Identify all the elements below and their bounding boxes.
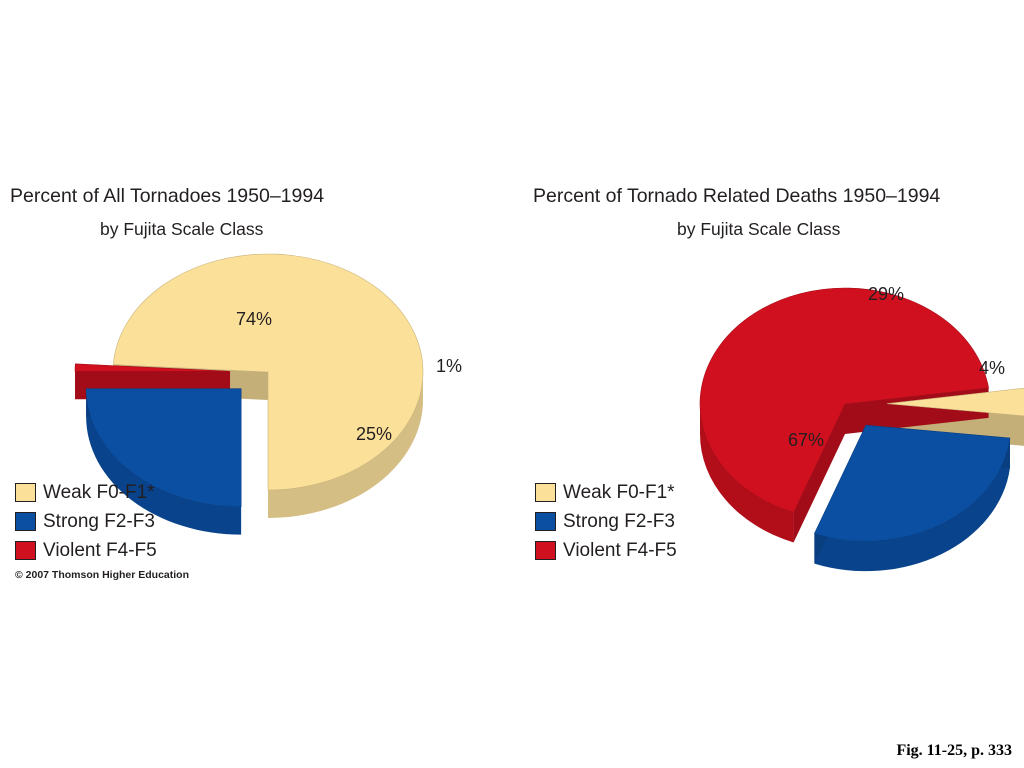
slice-label-violent: 1% (436, 356, 462, 376)
legend-swatch-strong (535, 512, 556, 531)
pie-slice-weak (886, 387, 1024, 417)
chart-title: Percent of All Tornadoes 1950–1994 (10, 185, 325, 207)
pie-slice-strong (813, 424, 1011, 542)
legend-label-weak: Weak F0-F1* (43, 482, 155, 503)
legend-label-violent: Violent F4-F5 (563, 540, 677, 561)
legend-label-weak: Weak F0-F1* (563, 482, 675, 503)
legend-swatch-strong (15, 512, 36, 531)
pie-side-strong (814, 438, 1010, 572)
chart-subtitle: by Fujita Scale Class (100, 219, 264, 239)
legend-label-strong: Strong F2-F3 (43, 511, 155, 532)
pie-wall-violent-0 (793, 404, 845, 543)
legend-label-strong: Strong F2-F3 (563, 511, 675, 532)
pie-slice-weak (112, 253, 424, 491)
slice-label-weak: 74% (236, 309, 272, 329)
copyright-notice: © 2007 Thomson Higher Education (15, 569, 190, 581)
pie-side-strong (86, 388, 242, 535)
legend-swatch-violent (15, 541, 36, 560)
figure-caption: Fig. 11-25, p. 333 (896, 742, 1012, 759)
pie-slice-violent (74, 363, 231, 372)
chart-title: Percent of Tornado Related Deaths 1950–1… (533, 185, 941, 207)
tornado-count-pie-panel: Percent of All Tornadoes 1950–1994 by Fu… (0, 0, 512, 600)
slice-label-strong: 25% (356, 424, 392, 444)
slice-label-weak: 4% (979, 358, 1005, 378)
legend-label-violent: Violent F4-F5 (43, 540, 157, 561)
tornado-deaths-pie: 4% 29% 67% (699, 284, 1024, 572)
pie-side-weak (268, 372, 423, 518)
tornado-count-pie: 74% 25% 1% (74, 253, 462, 535)
pie-slice-strong (85, 388, 242, 507)
slice-label-violent: 67% (788, 430, 824, 450)
pie-slice-violent (699, 287, 989, 513)
pie-side-violent (700, 404, 794, 543)
slice-label-strong: 29% (868, 284, 904, 304)
legend-swatch-weak (535, 483, 556, 502)
legend-swatch-violent (535, 541, 556, 560)
tornado-deaths-pie-panel: Percent of Tornado Related Deaths 1950–1… (512, 0, 1024, 600)
legend-swatch-weak (15, 483, 36, 502)
chart-subtitle: by Fujita Scale Class (677, 219, 841, 239)
